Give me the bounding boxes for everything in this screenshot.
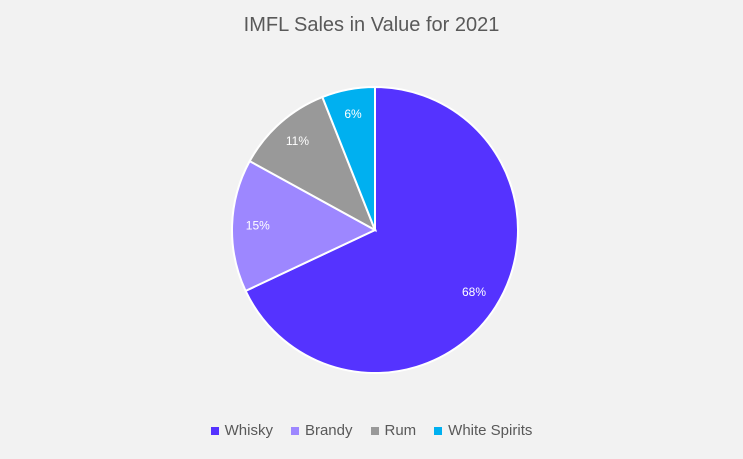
pie-slice-whisky: [244, 85, 519, 374]
pie-slice-rum: [248, 95, 377, 233]
legend-swatch: [434, 426, 443, 435]
legend-label: Brandy: [304, 422, 353, 439]
legend: Whisky Brandy Rum White Spirits: [0, 422, 743, 439]
legend-swatch: [210, 426, 219, 435]
pie-slice-white-spirits: [321, 85, 376, 231]
legend-item-brandy: Brandy: [290, 422, 353, 439]
chart-title: IMFL Sales in Value for 2021: [243, 14, 500, 36]
legend-swatch: [370, 426, 379, 435]
legend-item-whisky: Whisky: [210, 422, 273, 439]
legend-label: Whisky: [224, 422, 273, 439]
legend-item-white-spirits: White Spirits: [434, 422, 532, 439]
data-label-rum: 11%: [286, 134, 309, 148]
data-label-whisky: 68%: [462, 285, 486, 299]
data-label-brandy: 15%: [246, 218, 270, 232]
legend-item-rum: Rum: [370, 422, 417, 439]
data-label-white-spirits: 6%: [344, 107, 362, 121]
legend-label: Rum: [384, 422, 417, 439]
pie-slice-brandy: [231, 159, 378, 293]
legend-swatch: [290, 426, 299, 435]
legend-label: White Spirits: [448, 422, 533, 439]
